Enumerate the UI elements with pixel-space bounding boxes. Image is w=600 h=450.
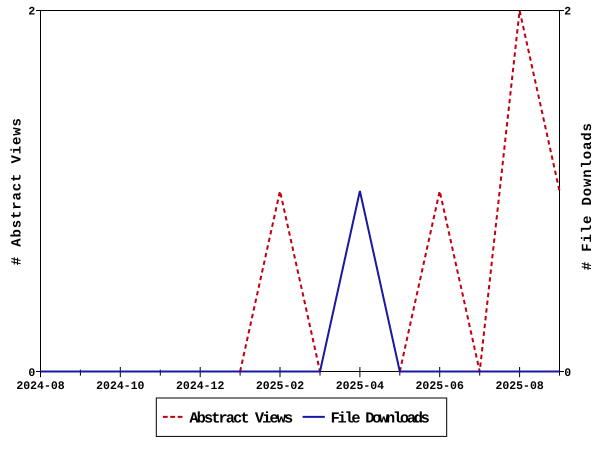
svg-text:2: 2 <box>564 5 571 18</box>
svg-text:2024-10: 2024-10 <box>96 380 144 393</box>
svg-text:2024-08: 2024-08 <box>16 380 64 393</box>
svg-text:Abstract Views: Abstract Views <box>189 409 293 427</box>
svg-text:2025-08: 2025-08 <box>495 380 543 393</box>
svg-text:2024-12: 2024-12 <box>176 380 224 393</box>
svg-text:0: 0 <box>564 367 571 380</box>
svg-text:2025-02: 2025-02 <box>256 380 304 393</box>
svg-text:2025-06: 2025-06 <box>416 380 464 393</box>
svg-text:# File Downloads: # File Downloads <box>580 122 596 270</box>
svg-text:# Abstract Views: # Abstract Views <box>9 117 25 265</box>
svg-text:0: 0 <box>28 367 35 380</box>
svg-text:2: 2 <box>28 5 35 18</box>
svg-text:File Downloads: File Downloads <box>331 409 430 427</box>
svg-text:2025-04: 2025-04 <box>336 380 384 393</box>
